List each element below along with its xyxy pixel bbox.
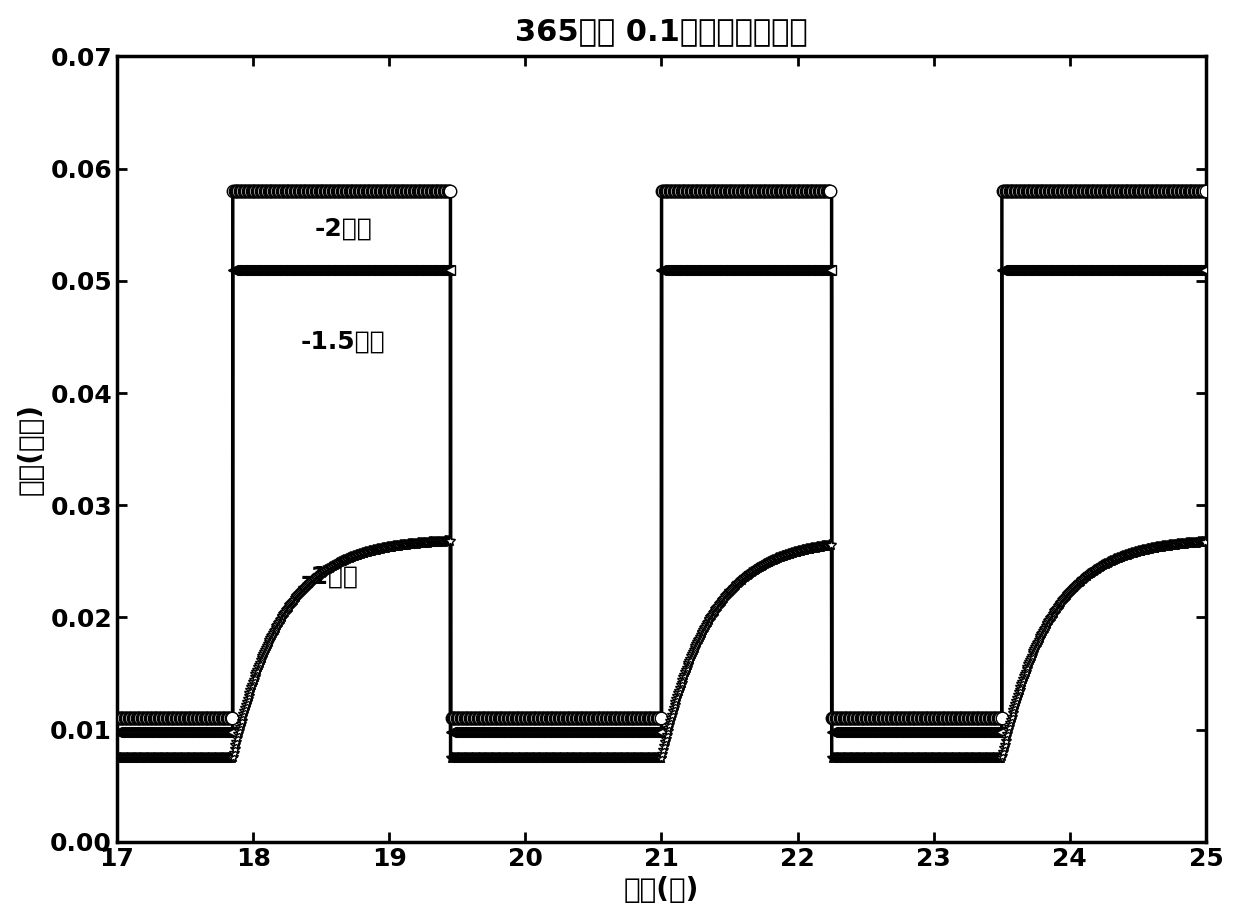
Title: 365纳米 0.1毫瓦每平方厘米: 365纳米 0.1毫瓦每平方厘米 (515, 17, 807, 46)
Text: -2伏特: -2伏特 (314, 216, 372, 241)
Text: -1.5伏特: -1.5伏特 (301, 329, 386, 353)
X-axis label: 时间(秒): 时间(秒) (624, 877, 699, 904)
Y-axis label: 电流(毫安): 电流(毫安) (16, 403, 45, 495)
Text: -1伏特: -1伏特 (301, 565, 358, 589)
